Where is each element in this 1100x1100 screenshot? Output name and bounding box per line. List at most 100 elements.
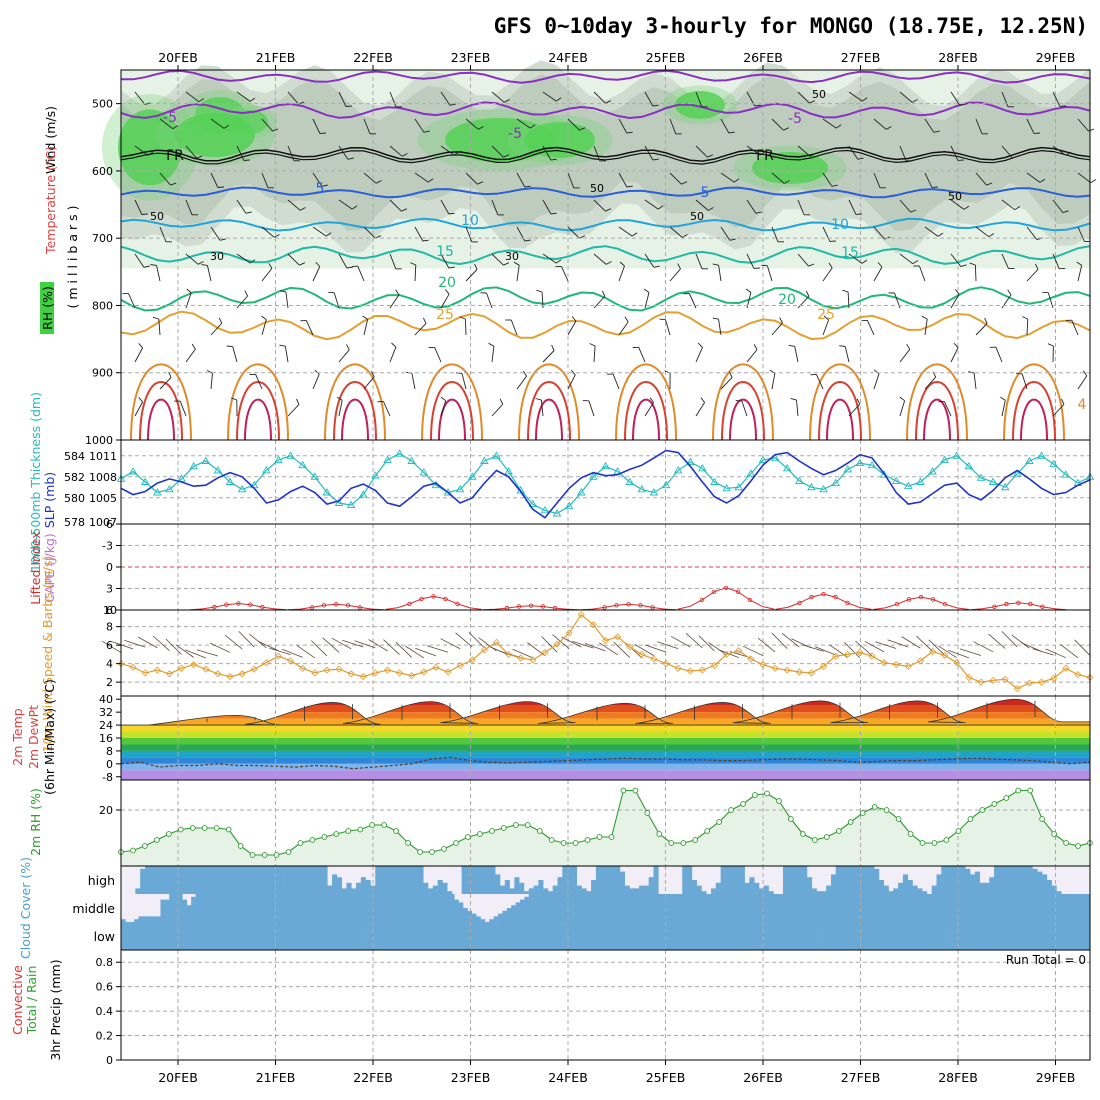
thickness-marker-74	[1013, 469, 1022, 477]
wind10m-barb-48	[685, 633, 703, 649]
cloud-middle-65	[406, 894, 411, 922]
cloud-high-170	[936, 874, 942, 894]
wind-barb-72	[414, 264, 417, 282]
cloud-low-157	[822, 922, 827, 950]
cloud-high-124	[715, 882, 721, 894]
wind10m-marker-41	[614, 633, 622, 641]
cloud-low-144	[764, 922, 769, 950]
wind-barb-41	[287, 145, 295, 161]
wind10m-barb-6	[175, 644, 194, 658]
wind-barb-220	[943, 401, 952, 417]
wind-barb-133	[669, 172, 682, 185]
rh2m-line	[120, 789, 1091, 856]
lifted-index-marker-7-3	[906, 597, 912, 602]
cloud-middle-30	[252, 894, 258, 922]
wind-barb-231	[995, 347, 1003, 363]
wind10m-barb-37	[552, 634, 570, 649]
wind-barb-53	[363, 118, 371, 134]
wind10m-marker-22	[383, 666, 392, 674]
cloud-middle-163	[835, 894, 841, 922]
wind-barb-77	[382, 401, 391, 417]
cloud-low-143	[759, 922, 765, 950]
cloud-high-106	[629, 888, 635, 894]
cloud-low-206	[1040, 922, 1046, 950]
cloud-low-88	[513, 922, 519, 950]
wind-barb-flag-62	[346, 344, 350, 351]
wind10m-barb-59	[815, 646, 836, 656]
cloud-low-73	[446, 922, 452, 950]
wind-barb-flag-86	[445, 289, 450, 295]
temp-outline	[120, 698, 1091, 726]
cloud-high-3	[135, 888, 141, 894]
slp-line	[120, 449, 1091, 519]
wind-barb-230	[1026, 318, 1029, 336]
cloud-high-27	[250, 866, 256, 894]
wind-barb-flag-225	[1014, 206, 1021, 211]
thickness-marker-2	[140, 477, 150, 485]
cloud-low-136	[728, 922, 734, 950]
wind-barb-147	[695, 199, 709, 211]
cloud-low-160	[835, 922, 841, 950]
cloud-high-92	[562, 866, 568, 894]
cloud-middle-170	[866, 894, 872, 922]
cloud-middle-215	[1063, 894, 1069, 922]
bottom-date-29feb: 29FEB	[1036, 1070, 1076, 1085]
cloud-low-124	[674, 922, 680, 950]
panel-frames	[120, 65, 1091, 1065]
cloud-middle-37	[283, 894, 288, 922]
cloud-high-109	[643, 885, 649, 894]
wind10m-barb-36	[541, 636, 558, 653]
cloud-middle-189	[949, 894, 955, 922]
warm-contour-7-0	[809, 363, 871, 441]
wind-barb-flag-18	[219, 238, 226, 241]
thickness-marker-56	[795, 476, 804, 484]
lifted-index-marker-6-6	[845, 600, 850, 606]
cloud-low-153	[804, 922, 809, 950]
cloud-middle-110	[603, 894, 608, 922]
rh-moist-blob-0	[118, 109, 182, 186]
cloud-low-179	[920, 922, 926, 950]
wind-barb-flag-110	[555, 259, 562, 264]
wind-barb-flag-58	[346, 266, 353, 269]
wind-barb-flag-150	[712, 263, 719, 266]
cloud-middle-10	[164, 899, 170, 922]
cloud-middle-205	[1019, 894, 1025, 922]
wind-barb-236	[1052, 145, 1067, 156]
cloud-high-56	[389, 866, 395, 894]
cloud-high-148	[830, 874, 837, 894]
cloud-middle-99	[555, 894, 560, 922]
cloud-middle-88	[506, 908, 512, 922]
wind-barb-flag-51	[296, 398, 300, 405]
wind10m-barb-26	[415, 647, 437, 657]
wind-barb-flag-182	[861, 97, 868, 102]
wind-barb-flag-216	[955, 289, 960, 295]
isotherm-3	[120, 186, 1091, 199]
cloud-middle-201	[1002, 894, 1007, 922]
temp-band-4	[121, 725, 1090, 732]
wind-barb-82	[440, 199, 450, 215]
cloud-low-197	[1000, 922, 1006, 950]
rh2m-marker-57	[800, 831, 806, 837]
wind-barb-103	[491, 403, 504, 417]
wind-barb-68	[414, 172, 429, 183]
wind-barb-237	[1077, 172, 1091, 184]
wind-barb-127	[593, 345, 596, 363]
wind10m-barb-63	[864, 640, 885, 653]
wind-barb-71	[389, 253, 397, 270]
wind-barb-19	[185, 253, 199, 265]
wind-barb-flag-124	[619, 261, 625, 267]
cloud-low-190	[969, 922, 975, 950]
wind-barb-36	[232, 346, 238, 363]
isotherm-4	[120, 217, 1091, 232]
thickness-marker-8	[213, 466, 223, 474]
thickness-marker-36	[552, 509, 562, 517]
cloud-high-104	[619, 871, 625, 894]
cloud-high-153	[854, 866, 861, 894]
wind10m-barb-2	[124, 639, 146, 648]
wind-barb-125	[593, 295, 606, 309]
thickness-marker-76	[1037, 451, 1046, 459]
cloud-high-14	[188, 866, 194, 894]
wind-barb-189	[873, 266, 883, 282]
precip-axis-label: 3hr Precip (mm)	[48, 959, 63, 1060]
warm-contour-8-1	[915, 381, 959, 441]
